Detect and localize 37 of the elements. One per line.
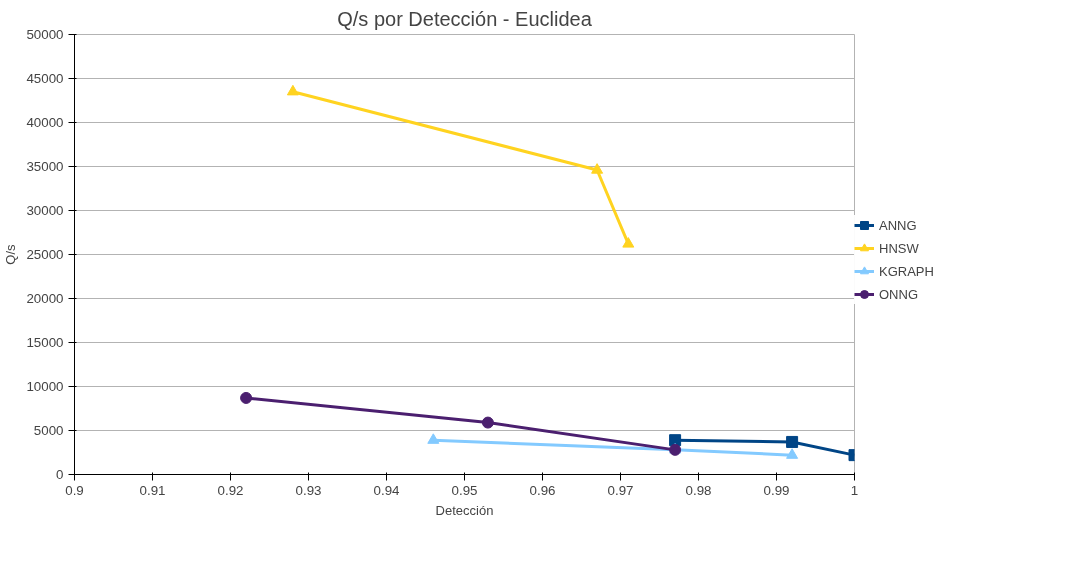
y-tick-label: 10000 xyxy=(26,379,64,394)
x-axis-title: Detección xyxy=(435,502,494,518)
x-tick-label: 0.92 xyxy=(217,482,244,498)
y-tick-label: 15000 xyxy=(26,335,64,350)
y-tick-label: 35000 xyxy=(26,159,64,174)
x-tick-label: 0.96 xyxy=(529,482,556,498)
x-tick-label: 1 xyxy=(850,482,859,498)
x-tick-label: 0.93 xyxy=(295,482,322,498)
legend-label: KGRAPH xyxy=(879,263,934,279)
point xyxy=(286,84,299,96)
point xyxy=(786,448,799,459)
y-tick-label: 40000 xyxy=(26,115,64,130)
x-tick-label: 0.95 xyxy=(451,482,478,498)
x-tick-label: 0.98 xyxy=(685,482,712,498)
chart-title: Q/s por Detección - Euclidea xyxy=(337,7,593,30)
y-tick-label: 0 xyxy=(56,467,64,482)
point xyxy=(622,237,635,248)
y-tick-label: 5000 xyxy=(33,423,64,438)
x-tick-label: 0.99 xyxy=(763,482,790,498)
point xyxy=(591,163,604,174)
x-tick-label: 0.91 xyxy=(139,482,166,498)
y-tick-label: 25000 xyxy=(26,247,64,262)
point xyxy=(481,416,494,429)
legend-label: ONNG xyxy=(879,286,918,302)
legend-label: ANNG xyxy=(879,217,917,233)
legend-label: HNSW xyxy=(879,240,919,256)
y-tick-label: 30000 xyxy=(26,203,64,218)
x-tick-label: 0.94 xyxy=(373,482,401,498)
y-tick-label: 20000 xyxy=(26,291,64,306)
y-axis-title: Q/s xyxy=(3,243,19,265)
y-tick-label: 50000 xyxy=(26,27,64,42)
y-tick-label: 45000 xyxy=(26,71,64,86)
point xyxy=(240,391,253,404)
point xyxy=(786,435,799,448)
point xyxy=(427,433,440,444)
x-tick-label: 0.9 xyxy=(65,482,84,498)
x-tick-label: 0.97 xyxy=(607,482,634,498)
